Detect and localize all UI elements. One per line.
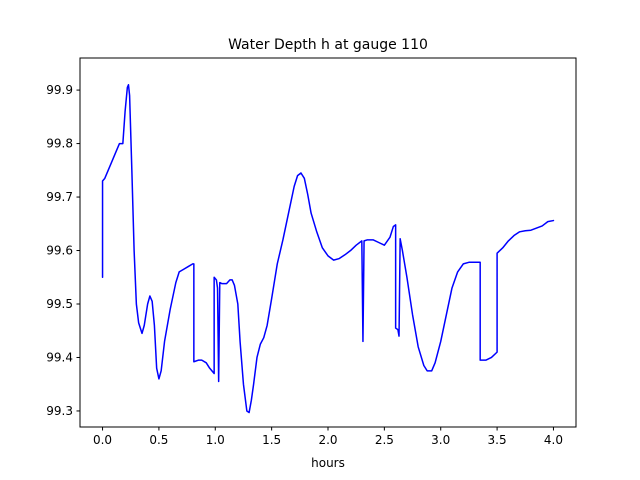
x-tick-label: 2.0: [318, 433, 337, 447]
x-tick-label: 3.0: [431, 433, 450, 447]
y-tick-label: 99.5: [46, 297, 73, 311]
y-tick-label: 99.8: [46, 137, 73, 151]
chart-title: Water Depth h at gauge 110: [228, 37, 428, 53]
x-tick-label: 2.5: [375, 433, 394, 447]
y-axis-ticks: 99.3 99.4 99.5 99.6 99.7 99.8 99.9: [46, 83, 80, 418]
x-tick-label: 0.5: [149, 433, 168, 447]
series-line-0: [101, 83, 555, 414]
x-tick-label: 4.0: [544, 433, 563, 447]
x-tick-label: 3.5: [488, 433, 507, 447]
x-axis-label: hours: [311, 456, 345, 470]
x-tick-label: 1.5: [262, 433, 281, 447]
y-tick-label: 99.6: [46, 244, 73, 258]
data-layer: [101, 83, 555, 414]
y-tick-label: 99.9: [46, 83, 73, 97]
x-axis-ticks: 0.0 0.5 1.0 1.5 2.0 2.5 3.0 3.5 4.0: [93, 427, 563, 447]
y-tick-label: 99.4: [46, 350, 73, 364]
x-tick-label: 1.0: [206, 433, 225, 447]
x-tick-label: 0.0: [93, 433, 112, 447]
y-tick-label: 99.7: [46, 190, 73, 204]
y-tick-label: 99.3: [46, 404, 73, 418]
